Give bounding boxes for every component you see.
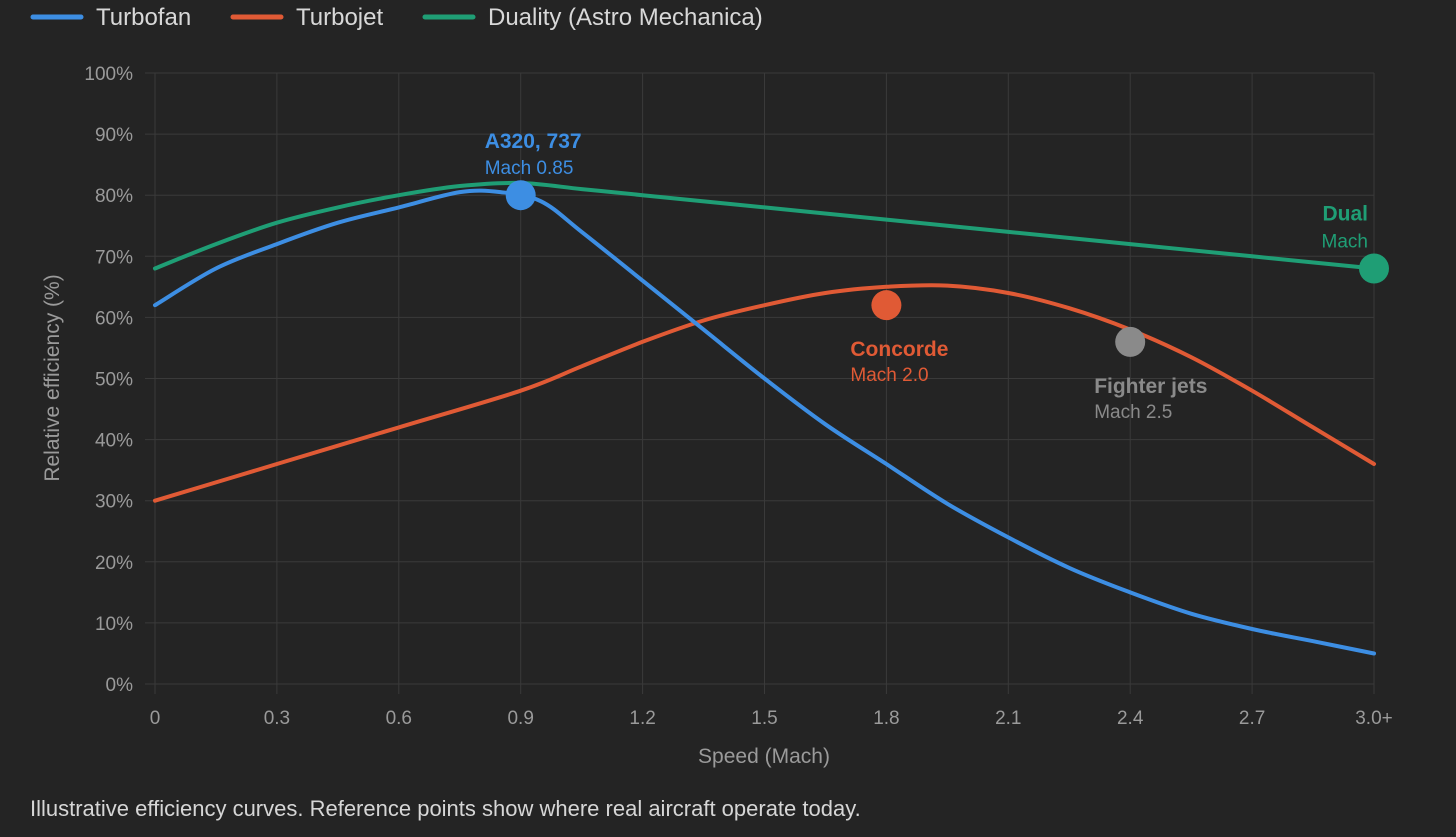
x-tick-label: 3.0+ — [1355, 708, 1393, 729]
y-tick-label: 20% — [95, 553, 133, 574]
reference-point-dual — [1359, 253, 1389, 284]
legend-label-duality-astro-mechanica: Duality (Astro Mechanica) — [488, 4, 763, 31]
y-tick-label: 90% — [95, 125, 133, 146]
reference-label-dual: Dual — [1322, 203, 1368, 226]
chart-caption: Illustrative efficiency curves. Referenc… — [30, 796, 861, 821]
x-tick-label: 0 — [150, 708, 161, 729]
x-tick-label: 1.8 — [873, 708, 899, 729]
y-tick-label: 10% — [95, 614, 133, 635]
reference-sublabel-concorde: Mach 2.0 — [850, 365, 928, 386]
legend: Turbofan Turbojet Duality (Astro Mechanica… — [30, 4, 763, 31]
efficiency-chart: 0% 10% 20% 30% 40% 50% 60% 70% 80% 90% 100% 0 0.3 0.6… — [30, 4, 1393, 768]
reference-sublabel-a320-737: Mach 0.85 — [485, 158, 574, 179]
x-tick-label: 0.3 — [264, 708, 290, 729]
reference-label-concorde: Concorde — [850, 338, 948, 361]
y-tick-label: 0% — [106, 675, 134, 696]
y-tick-label: 50% — [95, 370, 133, 391]
x-axis-label: Speed (Mach) — [698, 745, 830, 768]
y-tick-label: 70% — [95, 247, 133, 268]
x-tick-label: 2.1 — [995, 708, 1021, 729]
series-lines — [153, 180, 1376, 656]
y-tick-label: 40% — [95, 431, 133, 452]
y-tick-label: 60% — [95, 308, 133, 329]
x-tick-label: 1.2 — [629, 708, 655, 729]
reference-point-fighter-jets — [1115, 326, 1146, 357]
legend-label-turbofan: Turbofan — [96, 4, 191, 31]
series-line-turbojet — [153, 283, 1376, 503]
y-tick-label: 100% — [84, 64, 133, 85]
x-tick-label: 0.6 — [386, 708, 412, 729]
reference-sublabel-dual: Mach — [1322, 232, 1368, 253]
x-tick-label: 2.7 — [1239, 708, 1265, 729]
x-tick-label: 2.4 — [1117, 708, 1144, 729]
reference-points: A320, 737 Mach 0.85 Concorde Mach 2.0 Fighte… — [485, 130, 1389, 423]
y-axis-label: Relative efficiency (%) — [41, 274, 64, 481]
grid — [145, 72, 1375, 694]
reference-label-fighter-jets: Fighter jets — [1094, 375, 1207, 398]
x-tick-label: 0.9 — [507, 708, 533, 729]
series-line-duality-astro-mechanica — [153, 180, 1376, 271]
reference-sublabel-fighter-jets: Mach 2.5 — [1094, 402, 1172, 423]
y-tick-label: 30% — [95, 492, 133, 513]
reference-label-a320-737: A320, 737 — [485, 130, 582, 153]
y-tick-label: 80% — [95, 186, 133, 207]
reference-point-concorde — [871, 290, 902, 321]
reference-point-a320-737 — [505, 180, 536, 211]
series-line-turbofan — [153, 188, 1376, 656]
legend-label-turbojet: Turbojet — [296, 4, 383, 31]
x-tick-label: 1.5 — [751, 708, 777, 729]
axes: 0% 10% 20% 30% 40% 50% 60% 70% 80% 90% 100% 0 0.3 0.6… — [84, 64, 1392, 729]
